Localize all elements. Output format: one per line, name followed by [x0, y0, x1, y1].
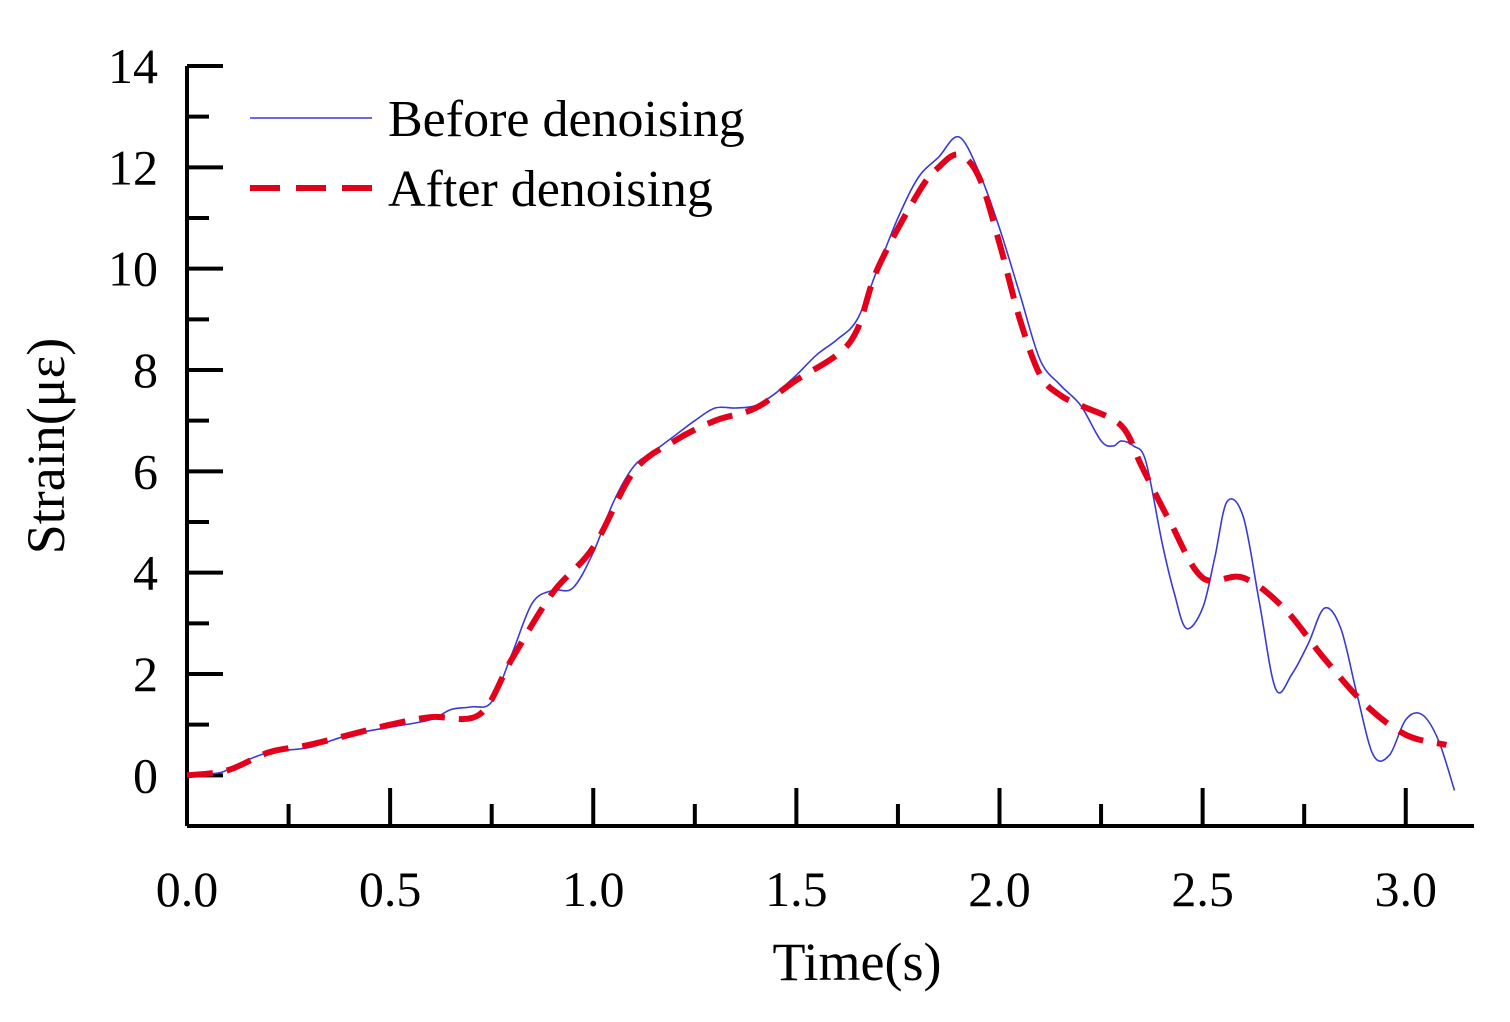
legend: Before denoising After denoising [250, 91, 745, 218]
y-tick-label: 0 [133, 747, 158, 803]
y-tick-label: 12 [108, 139, 158, 195]
series-layer [186, 135, 1456, 791]
y-tick-label: 4 [133, 545, 158, 601]
axes [185, 66, 1474, 828]
x-tick-label: 2.0 [968, 861, 1031, 917]
y-tick-label: 8 [133, 342, 158, 398]
x-tick-label: 0.0 [156, 861, 219, 917]
x-tick-label: 2.5 [1171, 861, 1234, 917]
y-axis-title: Strain(με) [16, 338, 76, 555]
x-tick-label: 3.0 [1375, 861, 1438, 917]
series-line-before-denoising [186, 135, 1456, 791]
x-axis-title: Time(s) [772, 932, 941, 992]
y-tick-label: 14 [108, 38, 158, 94]
x-tick-label: 0.5 [359, 861, 422, 917]
tick-labels: 0.0 0.5 1.0 1.5 2.0 2.5 3.0 0 2 4 6 8 10 12 14 [108, 38, 1437, 917]
y-tick-label: 2 [133, 646, 158, 702]
y-tick-label: 10 [108, 241, 158, 297]
legend-label-before-denoising: Before denoising [388, 91, 745, 148]
series-line-after-denoising [186, 151, 1448, 779]
y-tick-label: 6 [133, 443, 158, 499]
x-tick-label: 1.5 [765, 861, 828, 917]
x-tick-label: 1.0 [562, 861, 625, 917]
legend-label-after-denoising: After denoising [388, 161, 713, 218]
ticks [185, 64, 1408, 826]
